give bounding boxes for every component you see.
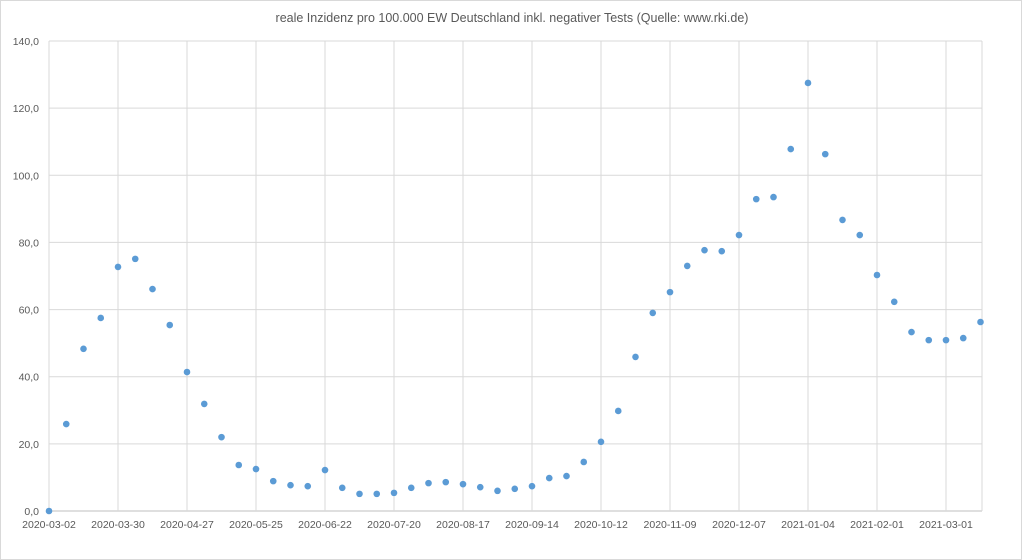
- y-tick-label: 20,0: [19, 439, 40, 451]
- data-point: [200, 400, 208, 408]
- y-axis: 0,0 20,0 40,0 60,0 80,0 100,0 120,0 140,0: [13, 36, 39, 518]
- data-point: [821, 150, 829, 158]
- x-tick-label: 2020-09-14: [505, 519, 559, 531]
- data-point: [925, 336, 933, 344]
- data-point: [459, 480, 467, 488]
- y-tick-label: 80,0: [19, 237, 40, 249]
- data-point: [839, 216, 846, 224]
- x-tick-label: 2020-11-09: [644, 519, 697, 531]
- data-point: [321, 466, 329, 474]
- data-point: [735, 231, 743, 239]
- data-point: [287, 481, 294, 489]
- data-point: [356, 490, 363, 498]
- data-point: [580, 458, 588, 466]
- data-point: [97, 314, 105, 322]
- data-point: [62, 420, 70, 428]
- data-point: [942, 336, 950, 344]
- data-point: [528, 482, 536, 490]
- data-point: [218, 433, 225, 441]
- data-point: [701, 246, 708, 254]
- data-point: [649, 309, 657, 317]
- data-point: [563, 472, 570, 480]
- x-tick-label: 2020-07-20: [367, 519, 421, 531]
- chart-title: reale Inzidenz pro 100.000 EW Deutschlan…: [276, 11, 749, 25]
- data-point: [269, 477, 277, 485]
- data-point: [252, 465, 260, 473]
- data-point: [873, 271, 881, 279]
- data-point: [373, 490, 381, 498]
- data-point: [183, 368, 191, 376]
- data-point: [511, 485, 519, 493]
- y-tick-label: 40,0: [19, 372, 40, 384]
- x-tick-label: 2020-04-27: [160, 519, 214, 531]
- x-tick-label: 2020-08-17: [436, 519, 490, 531]
- data-point: [166, 321, 174, 329]
- data-point: [338, 484, 346, 492]
- x-tick-label: 2021-02-01: [850, 519, 904, 531]
- y-tick-label: 120,0: [13, 103, 39, 115]
- data-point: [304, 482, 312, 490]
- y-tick-label: 140,0: [13, 36, 39, 48]
- data-point: [425, 479, 432, 487]
- data-point: [476, 483, 484, 491]
- data-point: [752, 195, 760, 203]
- data-point: [856, 231, 864, 239]
- data-point: [131, 255, 139, 263]
- data-point: [804, 79, 812, 87]
- data-point: [597, 438, 605, 446]
- data-point: [666, 288, 674, 296]
- data-point: [908, 328, 915, 336]
- y-tick-label: 60,0: [19, 305, 40, 317]
- data-point: [114, 263, 122, 271]
- x-tick-label: 2020-05-25: [229, 519, 283, 531]
- data-point: [770, 193, 777, 201]
- data-point: [632, 353, 639, 361]
- x-tick-label: 2020-06-22: [298, 519, 352, 531]
- data-point: [45, 507, 53, 515]
- data-point: [545, 474, 553, 482]
- data-point: [407, 484, 415, 492]
- data-point: [614, 407, 622, 415]
- data-point: [235, 461, 243, 469]
- x-tick-label: 2020-10-12: [574, 519, 628, 531]
- data-points: [45, 79, 984, 515]
- data-point: [683, 262, 691, 270]
- x-tick-label: 2020-12-07: [712, 519, 766, 531]
- x-tick-label: 2020-03-30: [91, 519, 145, 531]
- x-tick-label: 2020-03-02: [22, 519, 76, 531]
- data-point: [977, 318, 984, 326]
- data-point: [959, 334, 967, 342]
- gridlines: [48, 40, 983, 512]
- x-tick-label: 2021-03-01: [919, 519, 973, 531]
- data-point: [149, 285, 156, 293]
- data-point: [80, 345, 87, 353]
- data-point: [787, 145, 795, 153]
- data-point: [390, 489, 398, 497]
- x-tick-label: 2021-01-04: [781, 519, 835, 531]
- x-axis: 2020-03-02 2020-03-30 2020-04-27 2020-05-25…: [22, 519, 973, 531]
- y-tick-label: 0,0: [24, 506, 39, 518]
- data-point: [442, 478, 450, 486]
- data-point: [890, 298, 898, 306]
- data-point: [494, 487, 501, 495]
- data-point: [718, 247, 726, 255]
- y-tick-label: 100,0: [13, 170, 39, 182]
